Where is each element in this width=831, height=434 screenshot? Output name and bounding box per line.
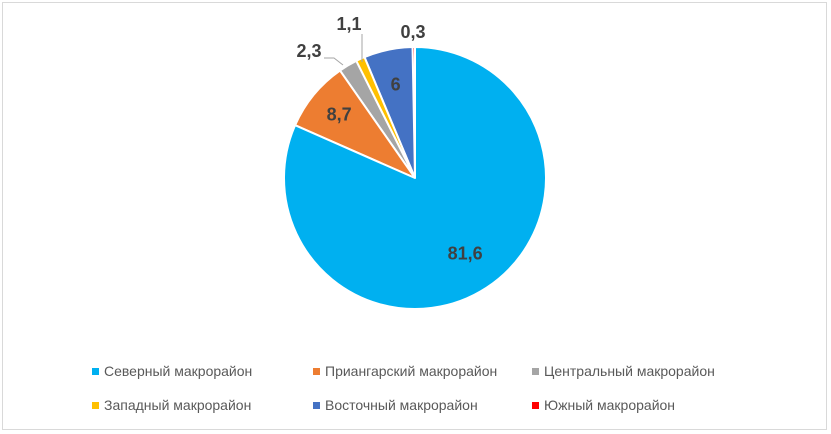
data-label-centralny: 2,3 <box>296 41 321 61</box>
pie-slice-severny <box>283 46 547 310</box>
leader-lines <box>324 34 363 66</box>
pie-slices <box>283 45 547 310</box>
data-labels: 81,6 8,7 2,3 1,1 6 0,3 <box>296 14 482 264</box>
data-label-zapadny: 1,1 <box>336 14 361 34</box>
data-label-yuzhny: 0,3 <box>400 22 425 42</box>
leader-line-centralny <box>324 57 344 66</box>
data-label-severny: 81,6 <box>448 244 483 264</box>
data-label-priangarsky: 8,7 <box>327 104 352 124</box>
data-label-vostochny: 6 <box>391 74 401 94</box>
